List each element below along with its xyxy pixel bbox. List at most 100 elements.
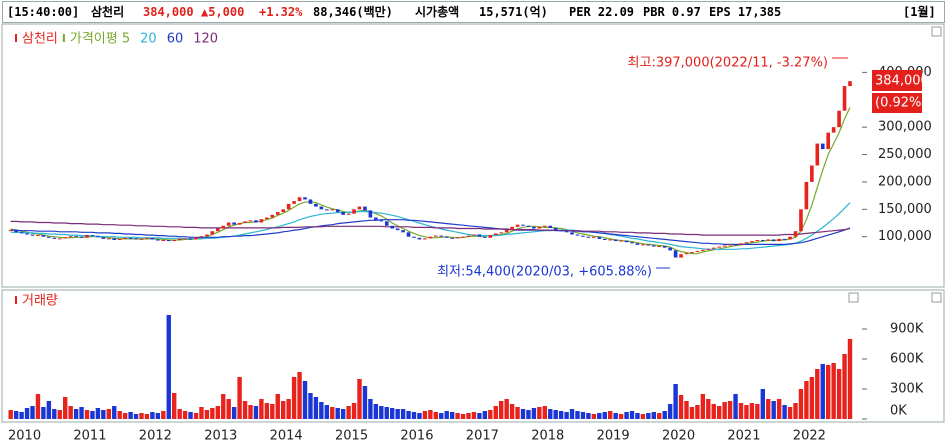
candle-body xyxy=(679,254,683,258)
candle-body xyxy=(188,238,193,240)
candle-body xyxy=(684,253,689,255)
candle-body xyxy=(782,238,787,240)
candle-body xyxy=(592,236,596,238)
volume-bar xyxy=(564,412,569,419)
candle-body xyxy=(641,244,645,246)
candle-body xyxy=(303,197,307,200)
panel-button[interactable] xyxy=(848,292,859,303)
volume-bar xyxy=(41,407,46,419)
volume-bar xyxy=(689,407,695,419)
candle-body xyxy=(90,235,95,237)
candle-body xyxy=(472,234,476,236)
x-tick-label: 2011 xyxy=(73,429,106,444)
candle-body xyxy=(254,220,258,223)
volume-bar xyxy=(504,399,509,419)
panel-button[interactable] xyxy=(931,26,942,37)
candle-body xyxy=(810,165,814,182)
candle-body xyxy=(635,243,640,245)
price-tag-change: (0.92%) xyxy=(875,96,926,111)
candle-body xyxy=(842,86,847,111)
legend-entry: 가격이평 5 xyxy=(70,32,130,47)
volume-bar xyxy=(362,386,368,419)
volume-bar xyxy=(90,411,95,419)
volume-bar xyxy=(646,413,651,419)
candle-body xyxy=(499,232,503,234)
change: ▲5,000 xyxy=(201,5,245,19)
price-tag xyxy=(872,93,922,113)
high-annotation: 최고:397,000(2022/11, -3.27%) xyxy=(628,56,828,71)
candle-body xyxy=(630,242,634,244)
candle-body xyxy=(341,212,345,215)
time: [15:40:00] xyxy=(7,5,80,19)
legend-entry: 60 xyxy=(167,32,184,47)
panel-button[interactable] xyxy=(931,292,942,303)
candle-body xyxy=(183,238,187,240)
volume-bar xyxy=(286,399,291,419)
volume-bar xyxy=(128,412,133,419)
volume-bar xyxy=(766,399,771,419)
volume-bar xyxy=(782,405,787,419)
candle-body xyxy=(586,236,591,238)
volume-bar xyxy=(368,399,373,419)
volume-bar xyxy=(351,403,357,419)
candle-body xyxy=(41,235,46,237)
candle-body xyxy=(461,236,465,238)
candle-body xyxy=(597,236,602,239)
volume-bar xyxy=(820,364,825,419)
candle-body xyxy=(543,225,547,227)
volume-bar xyxy=(700,394,706,419)
candle-body xyxy=(706,248,711,250)
volume-bar xyxy=(433,412,438,419)
volume-bar xyxy=(711,404,716,419)
candle-body xyxy=(455,237,460,239)
candle-body xyxy=(74,236,78,238)
candle-body xyxy=(493,233,498,236)
candle-body xyxy=(619,240,623,242)
candle-body xyxy=(608,239,612,241)
x-tick-label: 2018 xyxy=(531,429,564,444)
volume-bar xyxy=(673,384,678,419)
x-tick-label: 2010 xyxy=(8,429,41,444)
candle-body xyxy=(314,203,318,207)
candle-body xyxy=(96,236,100,238)
candle-body xyxy=(434,235,438,237)
candle-body xyxy=(297,197,302,202)
volume-bar xyxy=(695,405,700,419)
candle-body xyxy=(837,110,841,128)
volume-bar xyxy=(373,404,379,419)
volume-bar xyxy=(281,401,286,419)
volume-bar xyxy=(537,407,542,419)
candle-body xyxy=(728,244,732,246)
candle-body xyxy=(766,239,771,241)
volume-bar xyxy=(787,407,793,419)
candle-body xyxy=(412,236,416,238)
volume-bar xyxy=(629,411,635,419)
volume-bar xyxy=(264,403,270,419)
volume-bar xyxy=(531,408,537,419)
candle-body xyxy=(172,239,176,242)
volume-bar xyxy=(46,401,52,419)
candle-body xyxy=(390,225,394,229)
volume-bar xyxy=(618,414,624,419)
price-tag-label: 384,000 xyxy=(875,74,929,89)
volume-bar xyxy=(831,363,836,419)
candle-body xyxy=(30,234,35,236)
candle-body xyxy=(613,239,618,242)
candle-body xyxy=(166,239,171,242)
volume-bar xyxy=(177,409,182,419)
candle-body xyxy=(128,237,133,239)
candle-body xyxy=(553,227,558,231)
candle-body xyxy=(690,252,694,254)
candle-body xyxy=(575,234,580,236)
candle-body xyxy=(820,143,825,150)
volume-bar xyxy=(417,413,422,419)
volume-bar xyxy=(52,409,57,419)
volume-bar xyxy=(400,409,406,419)
volume-bar xyxy=(471,412,477,419)
volume-bar xyxy=(275,394,280,419)
volume-bar xyxy=(804,381,809,419)
volume-bar xyxy=(248,405,253,419)
volume-bar xyxy=(166,315,171,419)
candle-body xyxy=(417,237,422,240)
y-tick-label: 300K xyxy=(890,382,924,397)
